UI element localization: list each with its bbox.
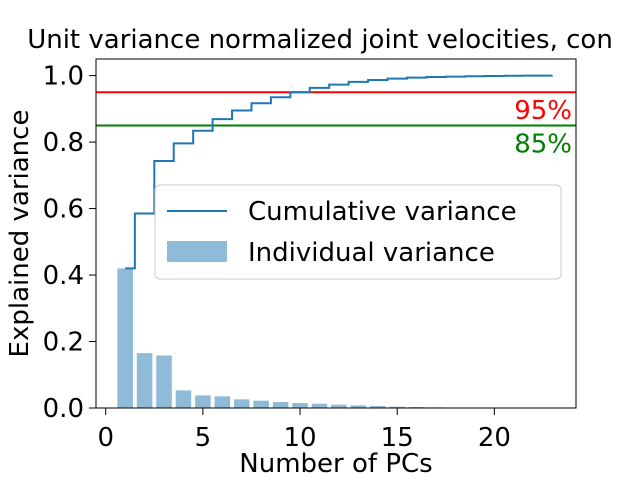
- legend-swatch-individual: [167, 241, 227, 262]
- bar-pc-12: [331, 404, 347, 408]
- x-tick-label: 0: [97, 423, 114, 453]
- bar-pc-5: [195, 395, 211, 408]
- cumulative-line-layer: [125, 74, 553, 270]
- legend-label-individual: Individual variance: [248, 238, 495, 268]
- ref-label-95: 95%: [514, 96, 572, 126]
- bar-pc-13: [350, 405, 367, 408]
- x-axis-label: Number of PCs: [239, 449, 432, 479]
- bar-pc-7: [233, 399, 250, 408]
- y-tick-label: 0.4: [43, 261, 84, 291]
- cumulative-variance-line: [125, 74, 553, 270]
- x-tick-label: 10: [284, 423, 317, 453]
- bar-pc-15: [389, 406, 405, 408]
- bar-pc-10: [292, 403, 308, 408]
- bar-pc-9: [272, 402, 289, 408]
- x-ticks: 0 5 10 15 20: [97, 408, 511, 453]
- bar-pc-1: [117, 268, 133, 408]
- bar-pc-8: [253, 400, 269, 408]
- x-tick-label: 20: [478, 423, 511, 453]
- bar-pc-4: [175, 390, 192, 408]
- bar-pc-14: [370, 406, 386, 408]
- x-tick-label: 5: [195, 423, 212, 453]
- y-tick-label: 0.6: [43, 195, 84, 225]
- legend: Cumulative variance Individual variance: [154, 184, 562, 280]
- y-tick-label: 0.0: [43, 394, 84, 424]
- y-tick-label: 0.2: [43, 328, 84, 358]
- bar-pc-6: [214, 396, 231, 408]
- reference-lines-layer: 95%85%: [96, 91, 576, 159]
- bar-pc-3: [156, 355, 172, 408]
- bars-layer: [117, 268, 561, 408]
- legend-label-cumulative: Cumulative variance: [248, 197, 517, 227]
- y-axis-label: Explained variance: [5, 110, 35, 358]
- plot-frame: [95, 58, 577, 409]
- chart-title: Unit variance normalized joint velocitie…: [27, 25, 613, 55]
- bar-pc-11: [311, 403, 328, 408]
- y-tick-label: 1.0: [43, 62, 84, 92]
- y-ticks: 0.0 0.2 0.4 0.6 0.8 1.0: [43, 62, 96, 424]
- legend-box: [154, 184, 562, 280]
- y-tick-label: 0.8: [43, 128, 84, 158]
- x-tick-label: 15: [381, 423, 414, 453]
- bar-pc-2: [136, 353, 153, 408]
- ref-label-85: 85%: [514, 129, 572, 159]
